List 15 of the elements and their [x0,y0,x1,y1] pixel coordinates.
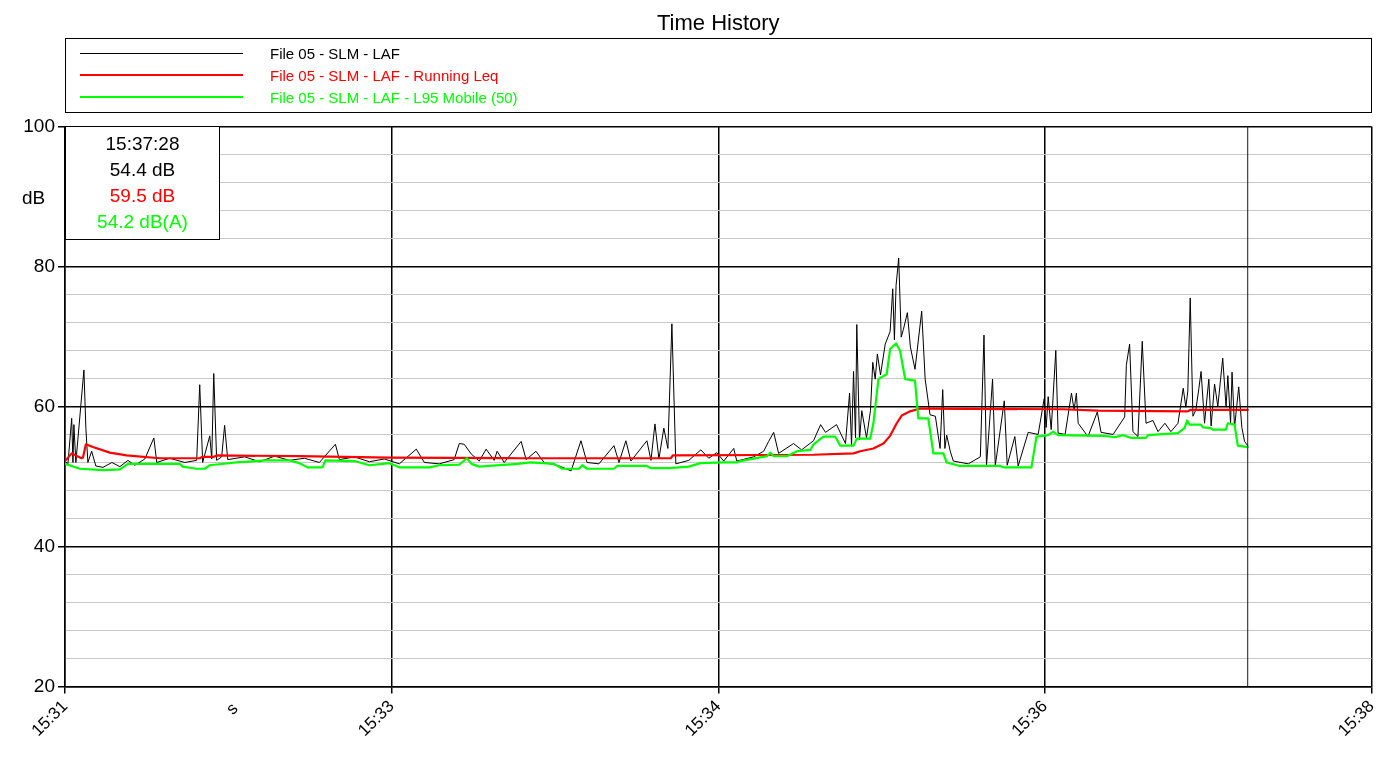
annotation: 54.2 dB(A) [96,210,189,235]
annotation: 59.5 dB [108,184,177,209]
y-tick-label: 100 [23,114,55,136]
x-axis-title: s [222,699,242,719]
annotation: 15:37:28 [104,132,181,157]
y-tick-label: 20 [33,674,55,696]
annotation: 54.4 dB [108,158,177,183]
chart-title: Time History [655,10,781,36]
text: File 05 - SLM - LAF - Running Leq [270,66,499,84]
y-axis-title: dB [22,186,46,209]
y-tick-label: 80 [33,254,55,276]
y-tick-label: 40 [33,534,55,556]
y-tick-label: 60 [33,394,55,416]
text: File 05 - SLM - LAF [270,44,401,62]
text: File 05 - SLM - LAF - L95 Mobile (50) [270,88,518,106]
